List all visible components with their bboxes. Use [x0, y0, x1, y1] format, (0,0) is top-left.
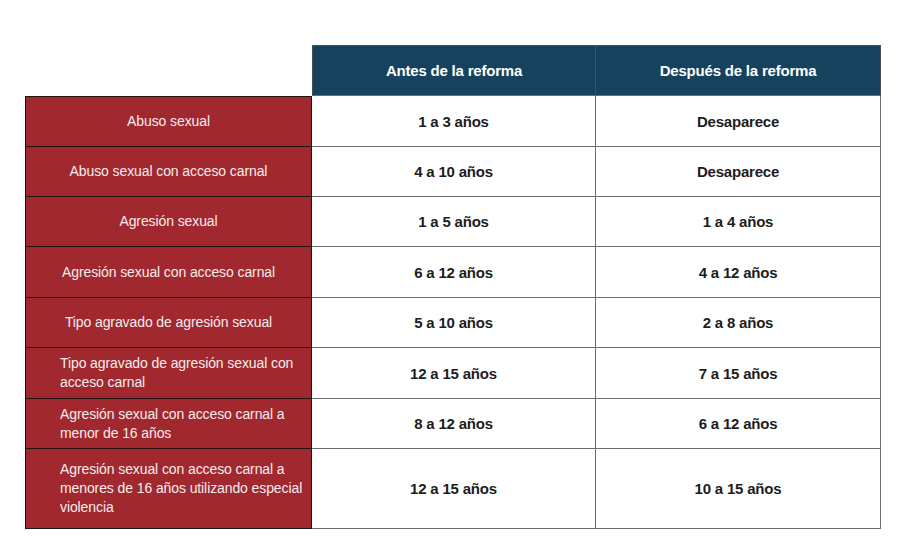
cell-despues-7: 6 a 12 años: [596, 399, 881, 449]
row-header-1: Abuso sexual: [25, 96, 312, 147]
page: Antes de la reforma Después de la reform…: [0, 0, 902, 540]
cell-antes-2: 4 a 10 años: [312, 147, 596, 197]
cell-despues-2: Desaparece: [596, 147, 881, 197]
table-row: Agresión sexual con acceso carnal a meno…: [25, 399, 881, 449]
table-row: Tipo agravado de agresión sexual con acc…: [25, 348, 881, 399]
table-row: Agresión sexual1 a 5 años1 a 4 años: [25, 197, 881, 247]
row-header-6: Tipo agravado de agresión sexual con acc…: [25, 348, 312, 399]
header-spacer: [25, 45, 312, 96]
cell-despues-5: 2 a 8 años: [596, 298, 881, 348]
cell-despues-6: 7 a 15 años: [596, 348, 881, 399]
cell-despues-3: 1 a 4 años: [596, 197, 881, 247]
row-header-3: Agresión sexual: [25, 197, 312, 247]
column-header-antes: Antes de la reforma: [312, 45, 596, 96]
row-header-7: Agresión sexual con acceso carnal a meno…: [25, 399, 312, 449]
table-row: Agresión sexual con acceso carnal a meno…: [25, 449, 881, 529]
cell-antes-6: 12 a 15 años: [312, 348, 596, 399]
row-header-8: Agresión sexual con acceso carnal a meno…: [25, 449, 312, 529]
table-row: Agresión sexual con acceso carnal6 a 12 …: [25, 247, 881, 298]
table-row: Abuso sexual1 a 3 añosDesaparece: [25, 96, 881, 147]
table-row: Abuso sexual con acceso carnal4 a 10 año…: [25, 147, 881, 197]
cell-antes-4: 6 a 12 años: [312, 247, 596, 298]
cell-despues-1: Desaparece: [596, 96, 881, 147]
table-row: Tipo agravado de agresión sexual5 a 10 a…: [25, 298, 881, 348]
row-header-5: Tipo agravado de agresión sexual: [25, 298, 312, 348]
table-body: Abuso sexual1 a 3 añosDesapareceAbuso se…: [25, 96, 881, 529]
cell-antes-7: 8 a 12 años: [312, 399, 596, 449]
cell-antes-5: 5 a 10 años: [312, 298, 596, 348]
reform-comparison-table: Antes de la reforma Después de la reform…: [25, 45, 881, 529]
row-header-2: Abuso sexual con acceso carnal: [25, 147, 312, 197]
cell-antes-1: 1 a 3 años: [312, 96, 596, 147]
cell-antes-8: 12 a 15 años: [312, 449, 596, 529]
row-header-4: Agresión sexual con acceso carnal: [25, 247, 312, 298]
header-row: Antes de la reforma Después de la reform…: [25, 45, 881, 96]
cell-despues-8: 10 a 15 años: [596, 449, 881, 529]
cell-antes-3: 1 a 5 años: [312, 197, 596, 247]
cell-despues-4: 4 a 12 años: [596, 247, 881, 298]
column-header-despues: Después de la reforma: [596, 45, 881, 96]
